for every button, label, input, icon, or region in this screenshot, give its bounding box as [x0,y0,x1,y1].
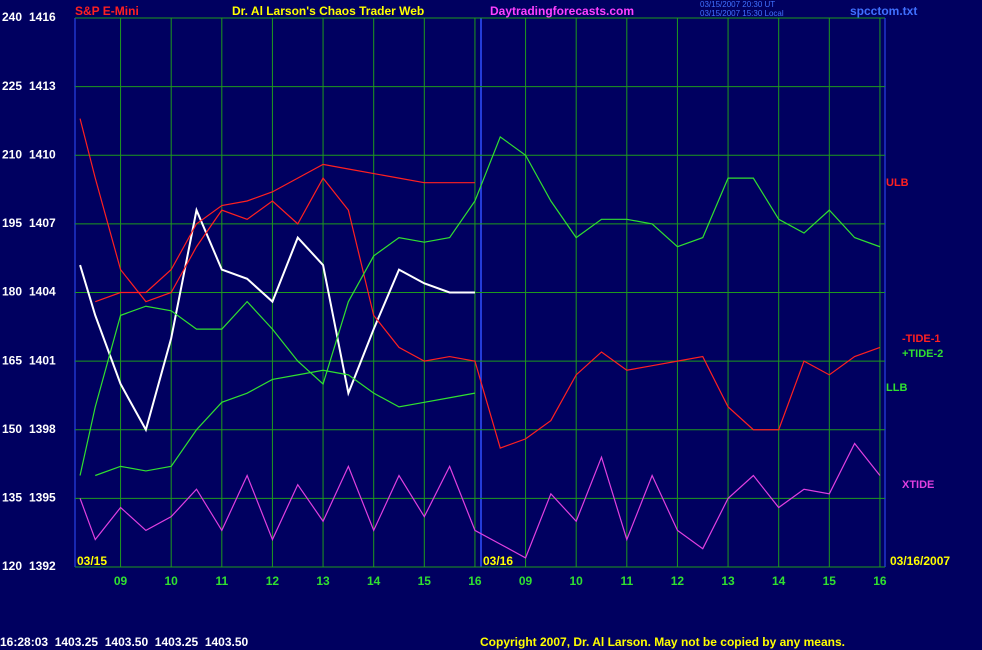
y2-tick-label: 1413 [29,79,56,93]
x-tick-label: 16 [873,574,887,588]
y-tick-label: 150 [2,422,22,436]
y2-tick-label: 1401 [29,353,56,367]
x-tick-label: 10 [165,574,179,588]
chart-title: S&P E-Mini [75,4,139,18]
x-tick-label: 13 [316,574,330,588]
x-tick-label: 11 [215,574,228,588]
y-tick-label: 135 [2,491,22,505]
y2-tick-label: 1407 [29,216,56,230]
x-tick-label: 13 [721,574,735,588]
y-tick-label: 120 [2,559,22,573]
legend-label: +TIDE-2 [902,348,943,360]
x-tick-label: 09 [114,574,128,588]
legend-label: LLB [886,382,907,394]
y-tick-label: 180 [2,285,22,299]
series-line [79,206,475,433]
series-line [79,442,881,559]
x-tick-label: 14 [367,574,381,588]
legend-label: -TIDE-1 [902,333,941,345]
file-name: spcctom.txt [850,4,917,18]
x-tick-label: 15 [418,574,432,588]
y-tick-label: 165 [2,353,22,367]
date-label: 03/15 [77,554,107,568]
x-tick-label: 16 [468,574,482,588]
x-tick-label: 15 [823,574,837,588]
y2-tick-label: 1395 [29,491,56,505]
legend-label: XTIDE [902,479,934,491]
series-line [95,369,476,477]
y2-tick-label: 1410 [29,147,56,161]
y2-tick-label: 1392 [29,559,56,573]
timestamp: 03/15/2007 15:30 Local [700,9,784,18]
y2-tick-label: 1398 [29,422,56,436]
quote-line: 16:28:03 1403.25 1403.50 1403.25 1403.50 [0,635,249,649]
series-line [95,163,475,303]
y2-tick-label: 1416 [29,10,56,24]
series-line [79,118,881,449]
y-tick-label: 225 [2,79,22,93]
y-tick-label: 195 [2,216,22,230]
y2-tick-label: 1404 [29,285,56,299]
website: Daytradingforecasts.com [490,4,634,18]
x-tick-label: 12 [671,574,685,588]
series-line [79,136,881,476]
copyright: Copyright 2007, Dr. Al Larson. May not b… [480,635,845,649]
y-tick-label: 210 [2,147,22,161]
timestamp: 03/15/2007 20:30 UT [700,0,775,9]
y-tick-label: 240 [2,10,22,24]
date-label: 03/16 [483,554,513,568]
x-tick-label: 14 [772,574,786,588]
legend-label: ULB [886,177,909,189]
date-label: 03/16/2007 [890,554,950,568]
subtitle: Dr. Al Larson's Chaos Trader Web [232,4,424,18]
x-tick-label: 11 [620,574,633,588]
x-tick-label: 12 [266,574,280,588]
x-tick-label: 10 [570,574,584,588]
x-tick-label: 09 [519,574,533,588]
